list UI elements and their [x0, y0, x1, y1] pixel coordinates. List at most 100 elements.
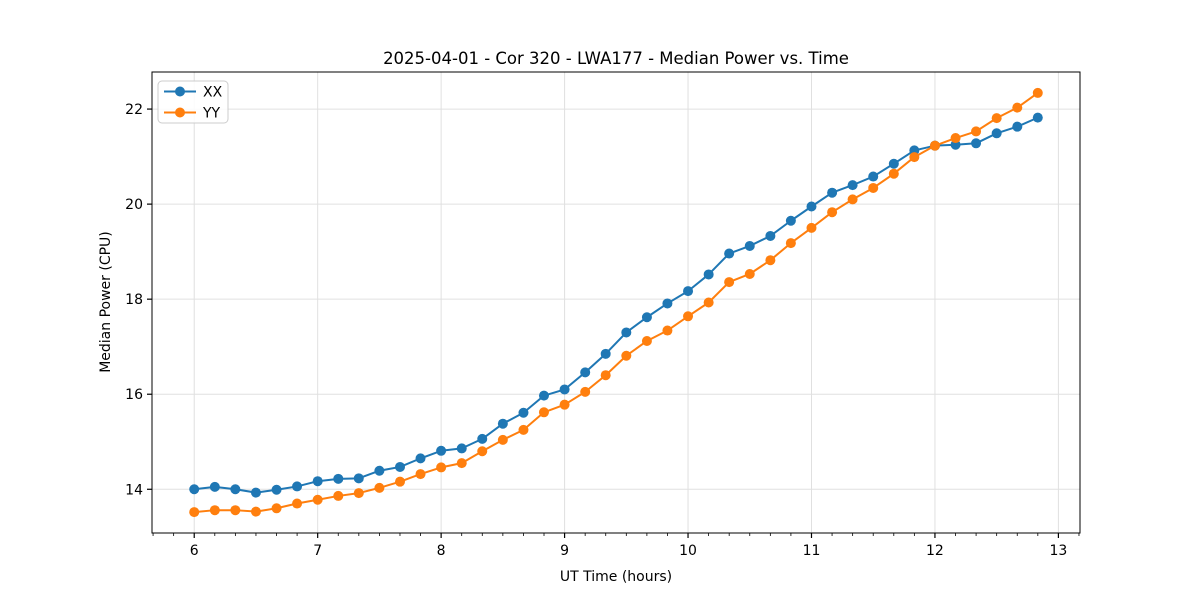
data-point-yy: [868, 182, 879, 193]
data-point-yy: [395, 476, 406, 487]
data-point-yy: [189, 507, 200, 518]
data-point-yy: [353, 488, 364, 499]
data-point-yy: [991, 113, 1002, 124]
data-point-xx: [580, 367, 591, 378]
data-point-yy: [374, 482, 385, 493]
legend-label-yy: YY: [202, 106, 221, 122]
data-point-yy: [230, 505, 241, 516]
data-point-yy: [888, 168, 899, 179]
data-point-yy: [538, 407, 549, 418]
data-point-yy: [477, 446, 488, 457]
data-point-yy: [559, 399, 570, 410]
data-point-xx: [600, 348, 611, 359]
data-point-yy: [641, 335, 652, 346]
data-point-xx: [209, 481, 220, 492]
data-point-yy: [580, 386, 591, 397]
data-point-yy: [683, 311, 694, 322]
x-axis-label: UT Time (hours): [560, 569, 672, 585]
data-point-xx: [847, 180, 858, 191]
data-point-yy: [929, 140, 940, 151]
data-point-xx: [312, 476, 323, 487]
data-point-yy: [806, 222, 817, 233]
y-axis-label: Median Power (CPU): [98, 231, 114, 373]
data-point-yy: [456, 458, 467, 469]
data-point-yy: [209, 505, 220, 516]
data-point-xx: [991, 128, 1002, 139]
y-tick-label: 22: [125, 102, 143, 118]
data-point-xx: [765, 230, 776, 241]
y-tick-label: 18: [125, 292, 143, 308]
data-point-xx: [230, 484, 241, 495]
data-point-yy: [621, 350, 632, 361]
data-point-xx: [395, 461, 406, 472]
data-point-yy: [950, 133, 961, 144]
x-tick-label: 7: [313, 543, 322, 559]
x-tick-label: 13: [1049, 543, 1067, 559]
data-point-yy: [703, 297, 714, 308]
x-tick-label: 12: [926, 543, 944, 559]
data-point-yy: [1012, 102, 1023, 113]
data-point-yy: [1032, 87, 1043, 98]
chart-title: 2025-04-01 - Cor 320 - LWA177 - Median P…: [383, 49, 849, 68]
data-point-yy: [518, 424, 529, 435]
data-point-yy: [744, 268, 755, 279]
data-point-xx: [744, 240, 755, 251]
x-tick-label: 6: [190, 543, 199, 559]
data-point-xx: [868, 171, 879, 182]
legend-label-xx: XX: [203, 85, 223, 101]
data-point-xx: [374, 465, 385, 476]
data-point-xx: [271, 484, 282, 495]
data-point-xx: [333, 473, 344, 484]
data-point-xx: [538, 390, 549, 401]
data-point-xx: [888, 158, 899, 169]
data-series: [189, 87, 1043, 518]
data-point-xx: [827, 187, 838, 198]
x-tick-label: 10: [679, 543, 697, 559]
legend: XX YY: [157, 80, 229, 124]
x-tick-label: 9: [560, 543, 569, 559]
data-point-yy: [785, 238, 796, 249]
data-point-xx: [662, 298, 673, 309]
data-point-yy: [436, 462, 447, 473]
data-point-yy: [847, 194, 858, 205]
x-tick-label: 8: [437, 543, 446, 559]
series-line-xx: [193, 116, 1039, 494]
data-point-xx: [292, 481, 303, 492]
y-tick-label: 16: [125, 387, 143, 403]
y-tick-label: 14: [125, 482, 143, 498]
grid-lines: [152, 72, 1080, 533]
data-point-xx: [250, 487, 261, 498]
data-point-xx: [703, 269, 714, 280]
data-point-yy: [662, 325, 673, 336]
data-point-xx: [559, 384, 570, 395]
data-point-yy: [271, 503, 282, 514]
data-point-yy: [827, 207, 838, 218]
data-point-yy: [971, 126, 982, 137]
plot-border: [151, 71, 1081, 534]
data-point-xx: [971, 138, 982, 149]
data-point-xx: [497, 418, 508, 429]
data-point-xx: [415, 453, 426, 464]
data-point-yy: [497, 434, 508, 445]
data-point-xx: [1012, 121, 1023, 132]
data-point-xx: [436, 445, 447, 456]
data-point-xx: [456, 443, 467, 454]
legend-marker: [175, 86, 185, 97]
data-point-yy: [250, 506, 261, 517]
data-point-yy: [724, 277, 735, 288]
data-point-yy: [600, 370, 611, 381]
data-point-yy: [292, 498, 303, 509]
data-point-yy: [333, 490, 344, 501]
data-point-xx: [785, 215, 796, 226]
data-point-yy: [909, 152, 920, 163]
data-point-xx: [518, 407, 529, 418]
data-point-xx: [724, 248, 735, 259]
x-tick-label: 11: [803, 543, 821, 559]
data-point-xx: [477, 433, 488, 444]
data-point-xx: [189, 484, 200, 495]
data-point-xx: [621, 327, 632, 338]
axis-ticks: 6 7 8 9 10 11 12 13 14 16 18 20 22: [125, 102, 1080, 559]
data-point-yy: [765, 255, 776, 266]
